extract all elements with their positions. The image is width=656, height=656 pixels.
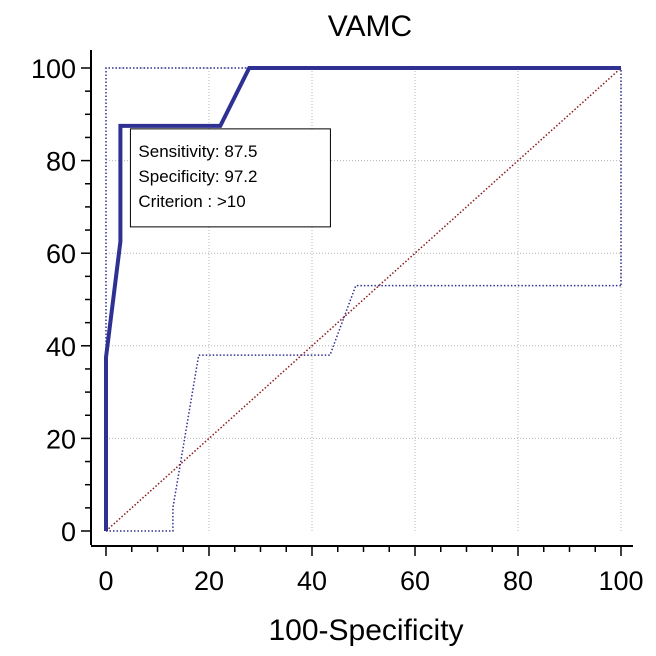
series-group (104, 66, 622, 532)
confidence-band-upper-line (105, 67, 622, 531)
roc-curve-line (104, 66, 621, 531)
y-tick-label: 60 (46, 239, 76, 269)
x-axis-title: 100-Specificity (268, 614, 463, 647)
x-tick-label: 60 (400, 566, 430, 596)
criterion-callout: Sensitivity: 87.5 Specificity: 97.2 Crit… (129, 128, 331, 228)
callout-box (129, 128, 331, 228)
axes (90, 50, 633, 547)
y-tick-label: 40 (46, 332, 76, 362)
confidence-band-lower-line (106, 284, 621, 532)
ticks: 0 20 40 60 80 100 0 20 40 60 80 100 (31, 54, 644, 596)
callout-specificity: Specificity: 97.2 (138, 167, 257, 186)
callout-criterion: Criterion : >10 (138, 192, 245, 211)
y-tick-label: 20 (46, 424, 76, 454)
x-tick-label: 0 (98, 566, 113, 596)
chart-title: VAMC (328, 10, 412, 43)
y-tick-label: 80 (46, 147, 76, 177)
x-tick-label: 80 (503, 566, 533, 596)
x-tick-label: 40 (297, 566, 327, 596)
x-tick-label: 20 (194, 566, 224, 596)
y-tick-label: 0 (61, 517, 76, 547)
callout-sensitivity: Sensitivity: 87.5 (138, 142, 257, 161)
y-tick-label: 100 (31, 54, 76, 84)
x-tick-label: 100 (598, 566, 643, 596)
